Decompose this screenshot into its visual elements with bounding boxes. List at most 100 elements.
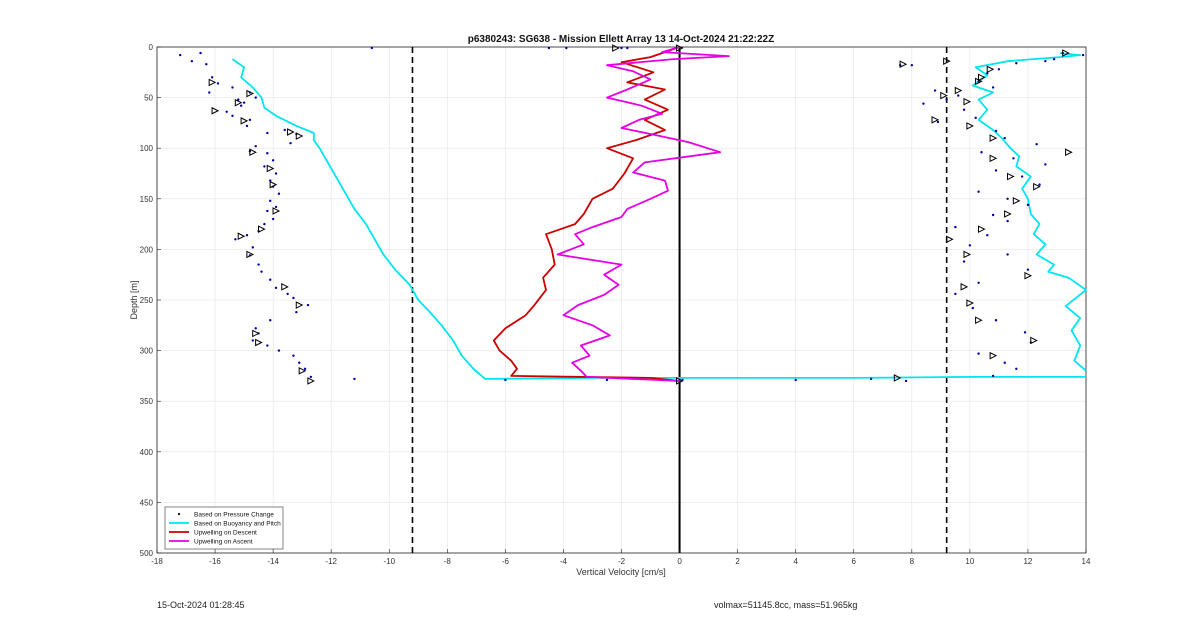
pressure-point [1052, 57, 1056, 61]
triangle-marker [287, 128, 295, 136]
pressure-point [626, 46, 629, 50]
triangle-marker [295, 132, 304, 140]
pressure-point [269, 199, 272, 203]
pressure-point [986, 234, 989, 237]
x-tick-label: -8 [444, 557, 452, 566]
pressure-point [954, 292, 957, 296]
pressure-point [547, 46, 551, 50]
chart-title: p6380243: SG638 - Mission Ellett Array 1… [468, 34, 774, 45]
triangle-marker [1007, 172, 1015, 181]
pressure-point [190, 59, 194, 63]
pressure-point [922, 102, 925, 105]
pressure-point [208, 91, 211, 94]
legend-label: Upwelling on Descent [194, 529, 257, 536]
triangle-marker [963, 250, 972, 259]
triangle-marker [1012, 197, 1021, 205]
triangle-marker [989, 134, 998, 142]
pressure-point [954, 225, 957, 229]
pressure-point [245, 124, 249, 128]
pressure-point [605, 378, 609, 382]
pressure-point [234, 238, 237, 241]
triangle-marker [966, 122, 974, 130]
pressure-point [945, 98, 948, 101]
footer-timestamp: 15-Oct-2024 01:28:45 [157, 600, 245, 610]
pressure-point [353, 377, 356, 381]
y-tick-label: 150 [140, 195, 154, 204]
pressure-point [1015, 367, 1018, 371]
pressure-point [274, 205, 278, 209]
triangle-marker [252, 329, 260, 338]
series-layer [179, 44, 1087, 385]
pressure-point [274, 286, 278, 290]
pressure-point [869, 377, 873, 381]
triangle-marker [272, 207, 281, 215]
pressure-point [269, 278, 272, 281]
x-tick-label: 10 [965, 557, 974, 566]
x-tick-label: -6 [502, 557, 510, 566]
triangle-marker [1033, 182, 1041, 191]
pressure-point [1038, 183, 1041, 186]
triangle-marker [1062, 49, 1070, 57]
pressure-point [266, 152, 269, 155]
triangle-marker [963, 97, 972, 106]
pressure-point [231, 86, 234, 89]
pressure-point [292, 296, 295, 300]
pressure-point [1006, 219, 1009, 223]
triangle-marker [946, 235, 954, 244]
pressure-point [994, 319, 998, 322]
pressure-point [225, 110, 228, 113]
triangle-marker [940, 91, 948, 100]
pressure-point [904, 379, 908, 383]
pressure-point [991, 374, 995, 378]
y-tick-label: 0 [149, 43, 154, 52]
pressure-point [977, 190, 980, 193]
pressure-point [292, 354, 295, 357]
y-tick-label: 400 [140, 448, 154, 457]
triangle-marker [977, 225, 986, 233]
y-tick-label: 50 [144, 94, 153, 103]
pressure-point [210, 76, 214, 79]
pressure-point [266, 131, 269, 135]
x-tick-label: -18 [151, 557, 163, 566]
pressure-point [298, 361, 301, 364]
pressure-point [271, 217, 275, 221]
x-tick-label: 8 [910, 557, 915, 566]
axis-ticks: -18 -16 -14 -12 -10 -8 -6 -4 -2 0 2 4 6 8 10 12 14 0 50 100… [140, 43, 1091, 566]
pressure-point [1081, 53, 1085, 57]
y-tick-label: 500 [140, 549, 154, 558]
y-axis-label: Depth [m] [129, 280, 139, 319]
y-tick-label: 300 [140, 347, 154, 356]
triangle-marker [246, 89, 255, 98]
pressure-point [1020, 175, 1024, 178]
legend-label: Upwelling on Ascent [194, 538, 253, 545]
pressure-point [370, 46, 374, 50]
pressure-point [266, 209, 269, 213]
triangle-marker [295, 301, 304, 309]
series-upwelling-on-descent [492, 46, 680, 382]
triangle-marker [269, 180, 278, 189]
pressure-point [257, 263, 260, 266]
y-tick-label: 100 [140, 144, 154, 153]
pressure-point [254, 96, 257, 99]
triangle-marker [975, 77, 983, 86]
pressure-point [260, 270, 263, 273]
pressure-point [910, 64, 914, 67]
pressure-point [1044, 163, 1047, 166]
pressure-point [994, 129, 998, 133]
triangle-marker [966, 299, 974, 307]
y-tick-label: 250 [140, 296, 154, 305]
triangle-marker [986, 65, 995, 74]
triangle-marker [899, 60, 908, 69]
x-tick-label: -4 [560, 557, 568, 566]
pressure-point [971, 306, 974, 310]
x-tick-label: 6 [852, 557, 857, 566]
pressure-point [1026, 268, 1030, 271]
series-based-on-buoyancy-and-pitch [231, 58, 1086, 380]
pressure-point [1015, 61, 1018, 65]
triangle-marker [298, 367, 307, 375]
pressure-point [565, 46, 568, 50]
pressure-point [283, 128, 286, 132]
pressure-point [309, 375, 313, 379]
pressure-point [1044, 59, 1047, 63]
triangle-marker [211, 106, 220, 115]
